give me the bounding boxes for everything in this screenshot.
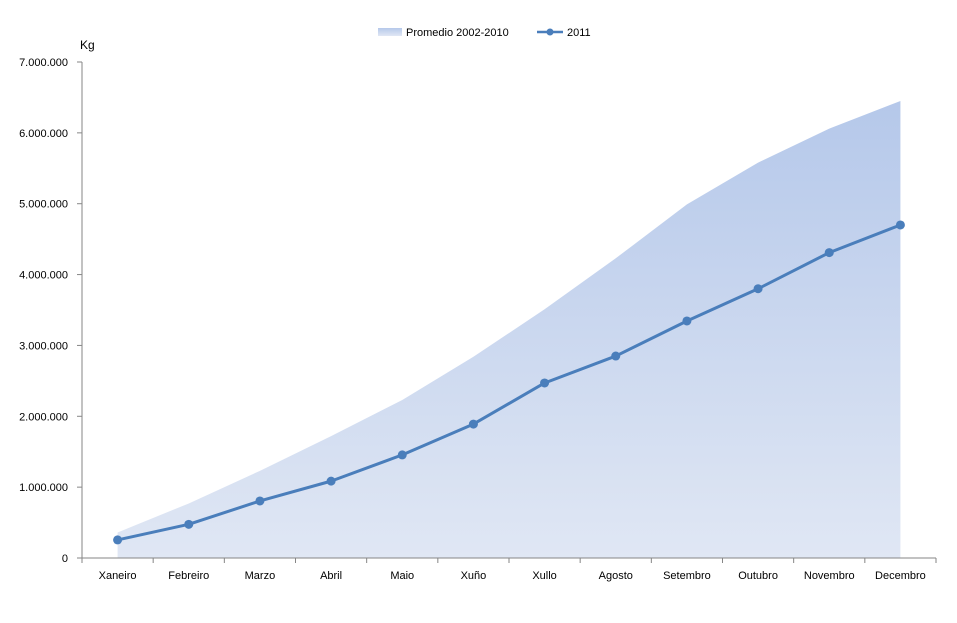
legend-area-label: Promedio 2002-2010 [406,27,509,39]
line-point-2011 [611,351,621,361]
y-tick-label: 4.000.000 [19,270,68,282]
line-point-2011 [540,378,550,388]
x-tick-label: Marzo [245,570,276,582]
y-tick-label: 6.000.000 [19,128,68,140]
y-tick-label: 3.000.000 [19,340,68,352]
x-tick-label: Novembro [804,570,855,582]
legend-line-label: 2011 [567,27,591,39]
line-point-2011 [326,476,336,486]
line-point-2011 [397,450,407,460]
y-tick-label: 1.000.000 [19,482,68,494]
line-point-2011 [753,284,763,294]
line-point-2011 [184,519,194,529]
legend-line-marker [546,28,554,36]
y-axis-ticks: 0 1.000.000 2.000.000 3.000.000 4.000.000 5.0… [19,57,82,565]
x-tick-label: Febreiro [168,570,209,582]
y-tick-label: 5.000.000 [19,199,68,211]
legend-area-swatch [378,28,402,36]
x-axis-ticks: Xaneiro Febreiro Marzo Abril Maio Xuño Xullo Ag… [81,558,937,582]
x-tick-label: Xuño [461,570,487,582]
y-tick-label: 7.000.000 [19,57,68,69]
x-tick-label: Setembro [663,570,711,582]
line-series-layer [113,220,905,545]
line-point-2011 [895,220,905,230]
x-tick-label: Decembro [875,570,926,582]
legend: Promedio 2002-2010 2011 [378,27,591,39]
y-tick-label: 2.000.000 [19,411,68,423]
x-tick-label: Xaneiro [99,570,137,582]
line-point-2011 [824,248,834,258]
line-point-2011 [468,419,478,429]
line-point-2011 [255,496,265,506]
line-point-2011 [682,316,692,326]
x-tick-label: Agosto [599,570,633,582]
y-tick-label: 0 [62,553,68,565]
x-tick-label: Maio [390,570,414,582]
y-axis-unit-label: Kg [80,38,95,52]
area-series-promedio [117,100,901,558]
x-tick-label: Outubro [738,570,778,582]
x-tick-label: Xullo [532,570,556,582]
line-point-2011 [113,535,123,545]
area-series-layer [117,100,901,558]
line-series-2011 [117,223,901,542]
x-tick-label: Abril [320,570,342,582]
